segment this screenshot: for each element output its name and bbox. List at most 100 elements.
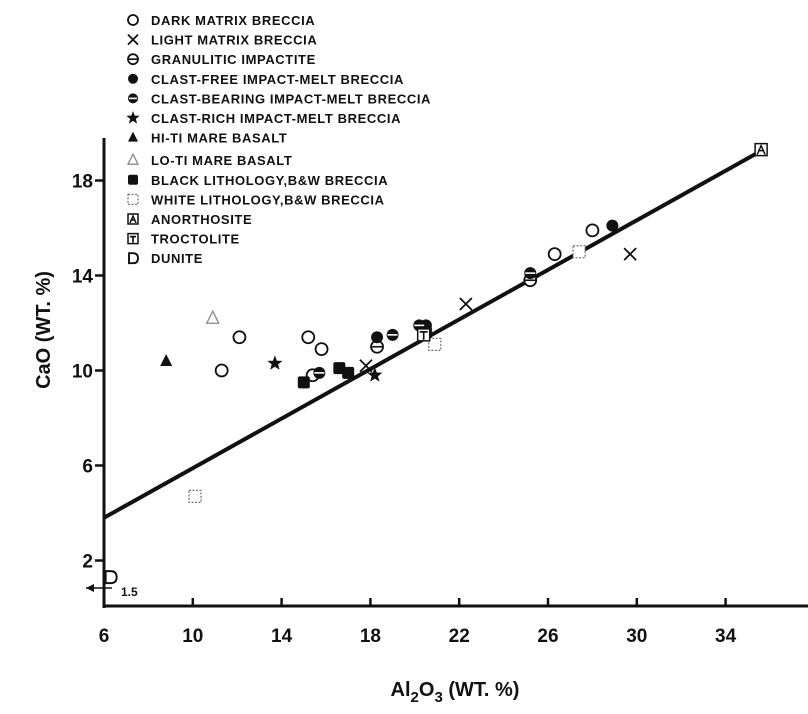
axes [102, 138, 808, 608]
legend-marker [126, 111, 140, 124]
x-axis-title-sub-2: 2 [411, 689, 419, 706]
data-point [104, 570, 118, 585]
legend: DARK MATRIX BRECCIA LIGHT MATRIX BRECCIA G… [126, 13, 430, 266]
series-light-matrix-breccia [359, 247, 637, 373]
data-point [342, 366, 355, 379]
series-clast-bearing-impact-melt-breccia [313, 267, 537, 379]
data-point [205, 309, 220, 324]
data-point [232, 330, 247, 345]
x-tick-label: 34 [715, 626, 737, 647]
data-point [301, 330, 316, 345]
legend-item-troctolite: TROCTOLITE [127, 232, 240, 247]
data-point [623, 247, 637, 261]
legend-marker [127, 193, 139, 206]
data-point [572, 245, 586, 259]
data-point [188, 489, 202, 504]
legend-label: LIGHT MATRIX BRECCIA [151, 33, 317, 48]
legend-item-granulitic-impactite: GRANULITIC IMPACTITE [127, 52, 316, 67]
data-point [386, 328, 399, 341]
data-point [313, 366, 326, 379]
y-tick-label: 6 [82, 457, 93, 478]
legend-marker [127, 53, 139, 66]
data-point [160, 354, 173, 366]
legend-item-hi-ti-mare-basalt: HI-TI MARE BASALT [128, 131, 287, 146]
legend-label: CLAST-RICH IMPACT-MELT BRECCIA [151, 111, 401, 126]
legend-item-dark-matrix-breccia: DARK MATRIX BRECCIA [127, 13, 315, 28]
legend-label: ANORTHOSITE [151, 212, 252, 227]
y-tick-label: 10 [72, 362, 93, 383]
series-dunite [104, 570, 118, 585]
legend-label: WHITE LITHOLOGY,B&W BRECCIA [151, 192, 385, 207]
legend-marker [128, 73, 138, 84]
x-axis-title-al: Al [391, 679, 411, 701]
data-point [606, 219, 619, 232]
series-clast-free-impact-melt-breccia [371, 219, 619, 344]
legend-item-light-matrix-breccia: LIGHT MATRIX BRECCIA [127, 33, 317, 48]
legend-item-dunite: DUNITE [128, 251, 203, 266]
regression-line [103, 147, 765, 520]
series-hi-ti-mare-basalt [160, 354, 173, 366]
y-axis-title: CaO (WT. %) [33, 271, 55, 389]
annotation-label: 1.5 [121, 585, 138, 599]
data-point [459, 297, 473, 311]
legend-marker [128, 93, 138, 104]
x-axis-title-o: O [419, 679, 435, 701]
data-point [416, 328, 431, 342]
legend-label: DUNITE [151, 251, 203, 266]
legend-item-black-lithology-b-w-breccia: BLACK LITHOLOGY,B&W BRECCIA [128, 173, 388, 188]
legend-label: CLAST-FREE IMPACT-MELT BRECCIA [151, 72, 404, 87]
y-tick-label: 14 [72, 267, 94, 288]
legend-label: HI-TI MARE BASALT [151, 131, 287, 146]
data-point [297, 376, 310, 389]
x-tick-label: 22 [449, 626, 470, 647]
series-dark-matrix-breccia [214, 223, 600, 383]
legend-marker [128, 131, 138, 142]
x-axis-title-units: (WT. %) [443, 679, 520, 701]
x-ticks: 6 10 14 18 22 26 30 34 [99, 598, 737, 647]
data-point [524, 267, 537, 280]
series-troctolite [416, 328, 431, 342]
legend-marker [126, 152, 140, 165]
series-anorthosite [754, 142, 768, 157]
data-point [314, 342, 329, 357]
legend-item-white-lithology-b-w-breccia: WHITE LITHOLOGY,B&W BRECCIA [127, 192, 385, 207]
data-point [367, 367, 383, 382]
data-point [267, 355, 283, 370]
annotation-group: 1.5 [86, 584, 138, 599]
data-point [359, 359, 373, 373]
legend-label: BLACK LITHOLOGY,B&W BRECCIA [151, 173, 388, 188]
x-tick-label: 18 [360, 626, 381, 647]
legend-item-clast-bearing-impact-melt-breccia: CLAST-BEARING IMPACT-MELT BRECCIA [128, 91, 430, 106]
legend-marker [128, 174, 138, 185]
legend-marker [127, 14, 139, 26]
data-point [371, 331, 384, 344]
legend-marker [127, 232, 139, 245]
legend-label: LO-TI MARE BASALT [151, 153, 292, 168]
series-white-lithology-b-w-breccia [188, 245, 586, 504]
legend-item-clast-rich-impact-melt-breccia: CLAST-RICH IMPACT-MELT BRECCIA [126, 111, 401, 126]
legend-marker [127, 213, 139, 225]
data-point [214, 363, 229, 378]
data-point [547, 247, 562, 262]
y-ticks: 2 6 10 14 18 [72, 172, 104, 573]
legend-item-clast-free-impact-melt-breccia: CLAST-FREE IMPACT-MELT BRECCIA [128, 72, 404, 87]
legend-label: TROCTOLITE [151, 232, 240, 247]
legend-label: DARK MATRIX BRECCIA [151, 13, 315, 28]
data-point [754, 142, 768, 157]
x-tick-label: 10 [182, 626, 203, 647]
legend-marker [128, 252, 139, 265]
x-tick-label: 14 [271, 626, 293, 647]
series-lo-ti-mare-basalt [205, 309, 220, 324]
data-points [104, 142, 768, 585]
y-tick-label: 18 [72, 172, 93, 193]
x-tick-label: 6 [99, 626, 110, 647]
x-axis-title: Al2O3 (WT. %) [391, 679, 520, 706]
x-axis-title-sub-3: 3 [434, 689, 442, 706]
legend-marker [127, 33, 139, 46]
legend-label: GRANULITIC IMPACTITE [151, 52, 316, 67]
annotation-arrowhead [86, 584, 94, 592]
series-granulitic-impactite [370, 273, 538, 354]
series-clast-rich-impact-melt-breccia [267, 355, 383, 382]
data-point [585, 223, 600, 238]
data-point [428, 337, 442, 352]
